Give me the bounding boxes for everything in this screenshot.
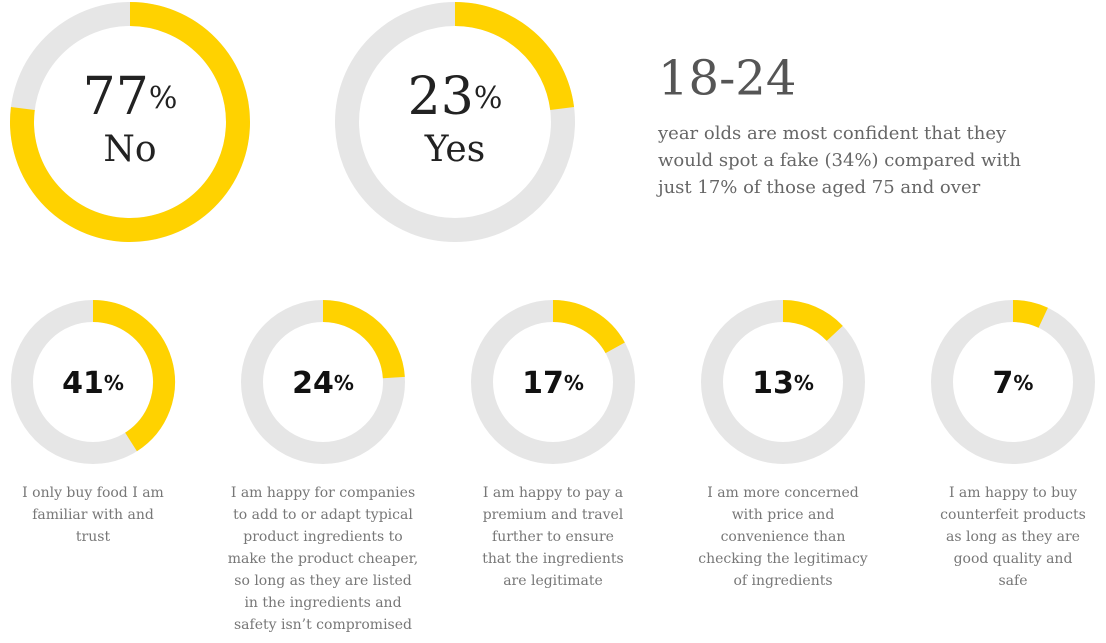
value-number: 13 bbox=[752, 366, 794, 401]
caption-line: of ingredients bbox=[733, 573, 832, 589]
caption-line: I am more concerned bbox=[707, 485, 859, 501]
value-unit: % bbox=[564, 371, 584, 395]
caption-line: good quality and bbox=[954, 551, 1073, 567]
donut-arc bbox=[1012, 300, 1048, 328]
caption-line: with price and bbox=[732, 507, 835, 523]
donut-value: 23% bbox=[408, 67, 503, 127]
callout-text: would spot a fake (34%) compared with bbox=[658, 150, 1021, 171]
value-unit: % bbox=[1013, 371, 1033, 395]
value-number: 24 bbox=[292, 366, 334, 401]
callout-text: year olds are most confident that they bbox=[657, 123, 1007, 144]
caption-line: counterfeit products bbox=[940, 507, 1086, 523]
donut-value: 77% bbox=[83, 67, 178, 127]
donut-arc bbox=[782, 300, 843, 342]
donut-value: 17% bbox=[522, 366, 584, 401]
value-unit: % bbox=[334, 371, 354, 395]
caption-line: further to ensure bbox=[492, 529, 614, 545]
caption-line: checking the legitimacy bbox=[698, 551, 868, 567]
callout-text: just 17% of those aged 75 and over bbox=[656, 177, 981, 198]
callout-title: 18-24 bbox=[658, 51, 796, 107]
caption-line: safety isn’t compromised bbox=[234, 617, 412, 633]
caption-line: make the product cheaper, bbox=[228, 551, 419, 567]
donut-arc bbox=[552, 300, 625, 354]
donut-value: 13% bbox=[752, 366, 814, 401]
caption-line: premium and travel bbox=[483, 507, 624, 523]
caption-line: I only buy food I am bbox=[22, 485, 164, 501]
value-unit: % bbox=[794, 371, 814, 395]
donut-arc bbox=[92, 300, 175, 452]
value-number: 77 bbox=[83, 67, 149, 127]
value-number: 41 bbox=[62, 366, 104, 401]
value-number: 17 bbox=[522, 366, 564, 401]
donut-value: 7% bbox=[993, 366, 1034, 401]
value-unit: % bbox=[149, 81, 178, 116]
caption-line: trust bbox=[76, 529, 111, 545]
donut-arc bbox=[454, 2, 575, 111]
caption-line: to add to or adapt typical bbox=[233, 507, 413, 523]
donut-value: 24% bbox=[292, 366, 354, 401]
caption-line: I am happy to pay a bbox=[483, 485, 623, 501]
donut-value: 41% bbox=[62, 366, 124, 401]
caption-line: I am happy for companies bbox=[231, 485, 415, 501]
donut-label: Yes bbox=[424, 129, 485, 170]
caption-line: in the ingredients and bbox=[244, 595, 401, 611]
caption-line: familiar with and bbox=[32, 507, 154, 523]
caption-line: safe bbox=[999, 573, 1028, 589]
caption-line: as long as they are bbox=[946, 529, 1080, 545]
caption-line: that the ingredients bbox=[482, 551, 623, 567]
caption-line: so long as they are listed bbox=[234, 573, 411, 589]
value-number: 23 bbox=[408, 67, 474, 127]
caption-line: I am happy to buy bbox=[949, 485, 1077, 501]
donut-arc bbox=[322, 300, 405, 379]
caption-line: product ingredients to bbox=[243, 529, 402, 545]
value-unit: % bbox=[474, 81, 503, 116]
donut-arc bbox=[10, 2, 250, 242]
caption-line: are legitimate bbox=[503, 573, 603, 589]
value-number: 7 bbox=[993, 366, 1014, 401]
caption-line: convenience than bbox=[721, 529, 846, 545]
value-unit: % bbox=[104, 371, 124, 395]
donut-label: No bbox=[103, 129, 156, 170]
